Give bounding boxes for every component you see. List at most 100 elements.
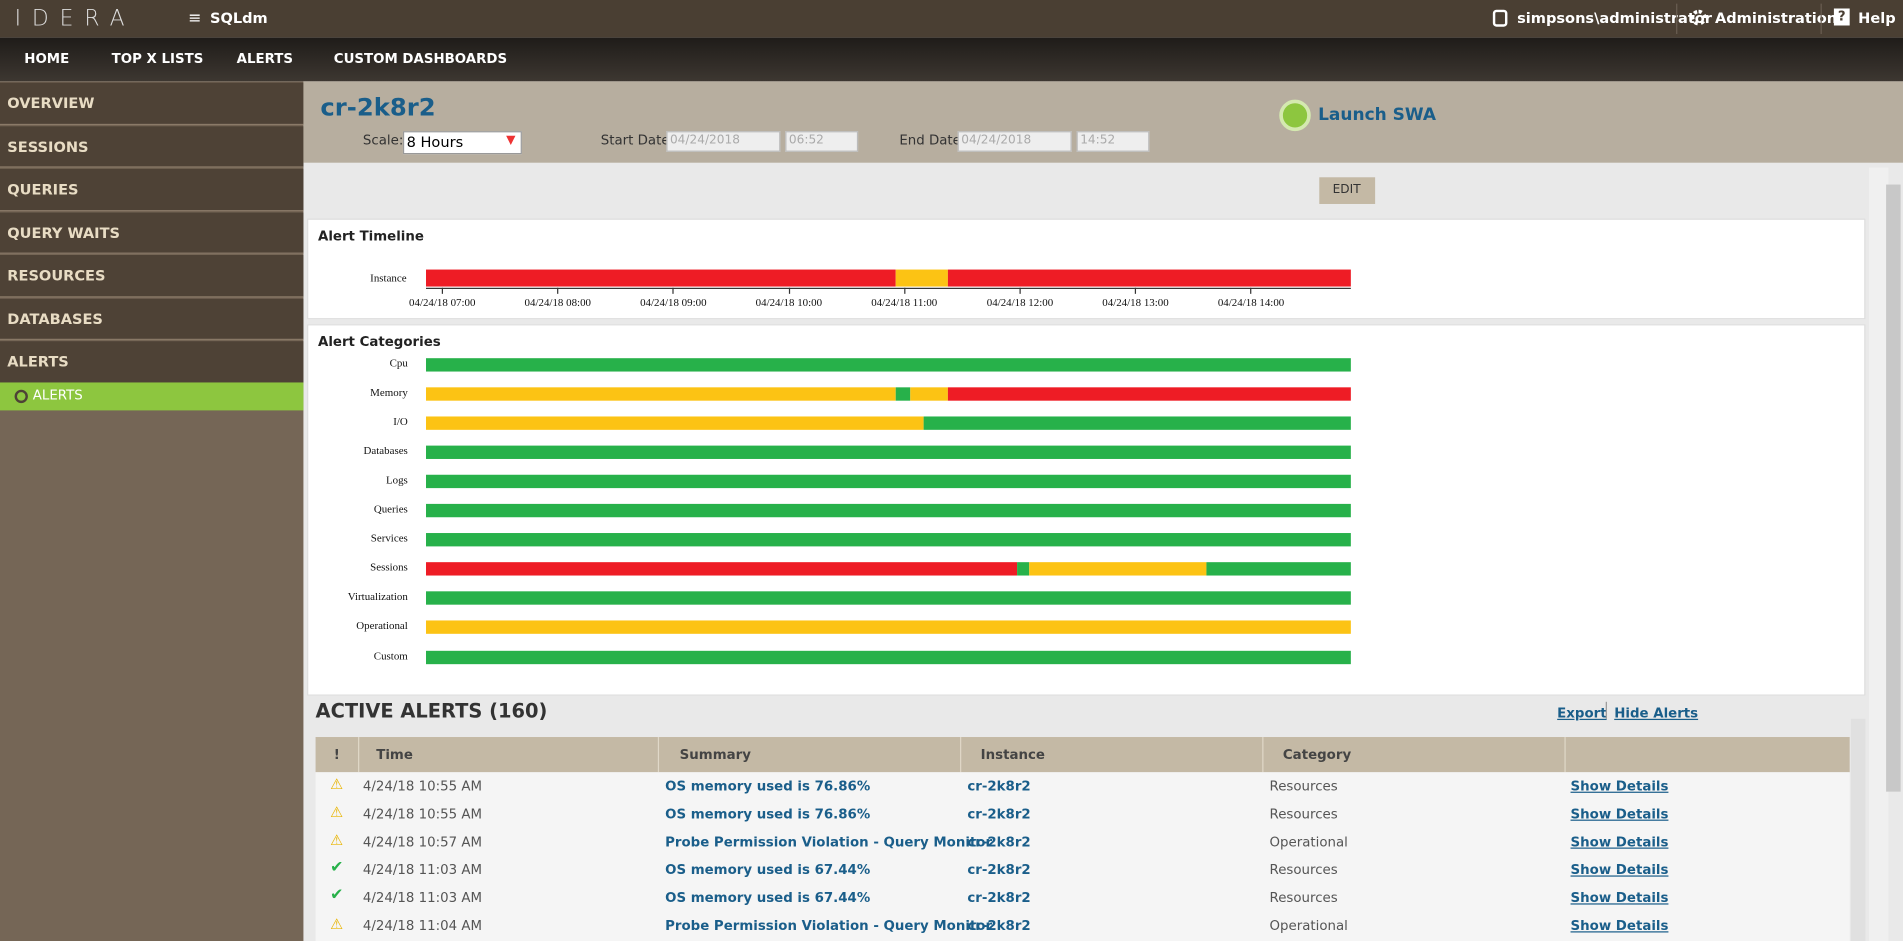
show-details[interactable]: Show Details <box>1570 778 1669 795</box>
user[interactable]: simpsons\administrator <box>1517 9 1712 27</box>
sidebar-label: SESSIONS <box>7 137 89 155</box>
axis-line <box>426 287 1351 289</box>
alert-instance[interactable]: cr-2k8r2 <box>967 806 1031 823</box>
column-divider <box>960 737 962 773</box>
time-input[interactable]: 06:52 <box>785 131 859 152</box>
column-divider <box>657 737 660 773</box>
show-details[interactable]: Show Details <box>1570 890 1669 906</box>
sidebar-sub[interactable]: ALERTS <box>0 382 304 411</box>
panel-title: Alert Timeline <box>317 228 424 245</box>
alert-instance[interactable]: cr-2k8r2 <box>967 834 1031 850</box>
show-details[interactable]: Show Details <box>1570 862 1669 878</box>
column-header: Time <box>376 746 413 763</box>
sidebar-item[interactable]: SESSIONS <box>0 125 304 168</box>
alert-category: Operational <box>1269 917 1348 934</box>
sidebar-label: QUERIES <box>7 180 79 198</box>
sidebar-item[interactable]: OVERVIEW <box>0 82 304 125</box>
separator <box>1676 3 1678 34</box>
launch-swa[interactable]: Launch SWA <box>1318 105 1437 126</box>
alert-summary[interactable]: OS memory used is 67.44% <box>665 890 871 906</box>
hide-link[interactable]: Hide Alerts <box>1614 705 1699 722</box>
category-bar <box>426 474 1351 489</box>
admin[interactable]: Administration <box>1714 9 1838 27</box>
category-label: Memory <box>370 386 408 399</box>
alert-instance[interactable]: cr-2k8r2 <box>967 890 1031 906</box>
top-bar <box>0 0 1903 38</box>
separator <box>1820 3 1822 34</box>
gear-icon <box>1690 9 1707 26</box>
time-label: 04/24/18 07:00 <box>409 296 476 309</box>
nav-item[interactable]: HOME <box>24 50 70 67</box>
time-label: 04/24/18 14:00 <box>1217 296 1285 309</box>
help[interactable]: Help <box>1858 9 1896 27</box>
category-bar <box>923 416 1351 430</box>
category-label: Services <box>370 532 408 545</box>
time-input[interactable]: 14:52 <box>1076 131 1150 152</box>
alert-category: Resources <box>1269 862 1338 878</box>
category-bar <box>1206 562 1351 576</box>
separator <box>1605 701 1607 719</box>
scale-select[interactable]: 8 Hours ▼ <box>402 131 522 155</box>
help-icon: ? <box>1833 8 1850 26</box>
menu-icon[interactable]: ≡ <box>188 9 202 28</box>
edit-button[interactable]: EDIT <box>1319 177 1376 204</box>
alert-category: Operational <box>1269 834 1348 850</box>
category-bar <box>426 416 924 430</box>
column-header: Summary <box>679 746 751 763</box>
sidebar-item[interactable]: QUERIES <box>0 168 304 211</box>
date-value: 04/24/2018 <box>669 133 740 147</box>
category-label: Custom <box>373 648 408 662</box>
alert-category: Resources <box>1269 778 1338 795</box>
category-bar <box>426 650 1351 664</box>
category-label: Operational <box>356 619 408 632</box>
user-icon <box>1492 9 1508 27</box>
sidebar-item[interactable]: DATABASES <box>0 298 304 340</box>
swa-icon <box>1279 99 1311 132</box>
product[interactable]: SQLdm <box>209 9 268 27</box>
time-tick <box>788 287 790 294</box>
time-tick <box>672 287 675 294</box>
timeline-bar <box>895 269 948 287</box>
category-bar <box>426 358 1351 372</box>
time-tick <box>1135 287 1137 294</box>
category-bar <box>910 387 948 401</box>
alert-summary[interactable]: Probe Permission Violation - Query Monit… <box>665 834 993 850</box>
show-details[interactable]: Show Details <box>1570 806 1669 823</box>
sidebar-label: DATABASES <box>7 310 103 328</box>
date-input[interactable]: 04/24/2018 <box>957 131 1072 152</box>
sub-label: ALERTS <box>32 387 83 404</box>
warning-icon: ⚠ <box>330 775 344 793</box>
nav-item[interactable]: TOP X LISTS <box>111 50 204 67</box>
alert-time: 4/24/18 11:03 AM <box>362 862 482 878</box>
column-divider <box>1262 737 1264 773</box>
alert-instance[interactable]: cr-2k8r2 <box>967 917 1031 934</box>
nav-item[interactable]: CUSTOM DASHBOARDS <box>333 50 508 67</box>
date-value: 04/24/2018 <box>961 133 1032 147</box>
sidebar-item[interactable]: QUERY WAITS <box>0 211 304 254</box>
warning-icon: ⚠ <box>330 915 344 933</box>
alert-summary[interactable]: OS memory used is 67.44% <box>665 862 871 878</box>
alert-instance[interactable]: cr-2k8r2 <box>967 862 1031 878</box>
edit-label: EDIT <box>1332 183 1361 197</box>
nav-item[interactable]: ALERTS <box>236 50 294 67</box>
sidebar-item[interactable]: ALERTS <box>0 341 304 384</box>
time-label: 04/24/18 10:00 <box>755 296 823 309</box>
alert-summary[interactable]: Probe Permission Violation - Query Monit… <box>665 917 993 934</box>
sidebar-label: RESOURCES <box>7 267 106 285</box>
export-link[interactable]: Export <box>1557 705 1607 722</box>
category-bar <box>426 387 896 401</box>
category-label: Cpu <box>389 356 408 370</box>
date-input[interactable]: 04/24/2018 <box>666 131 781 152</box>
alert-summary[interactable]: OS memory used is 76.86% <box>665 778 871 795</box>
table-body <box>315 772 1850 941</box>
category-label: Databases <box>363 444 408 457</box>
show-details[interactable]: Show Details <box>1570 917 1669 934</box>
category-bar <box>426 562 1018 576</box>
time-label: 04/24/18 12:00 <box>986 296 1054 309</box>
alert-summary[interactable]: OS memory used is 76.86% <box>665 806 871 823</box>
timeline-bar <box>947 269 1351 287</box>
show-details[interactable]: Show Details <box>1570 834 1669 850</box>
alert-instance[interactable]: cr-2k8r2 <box>967 778 1031 795</box>
warning-icon: ⚠ <box>330 803 344 821</box>
sidebar-item[interactable]: RESOURCES <box>0 254 304 297</box>
